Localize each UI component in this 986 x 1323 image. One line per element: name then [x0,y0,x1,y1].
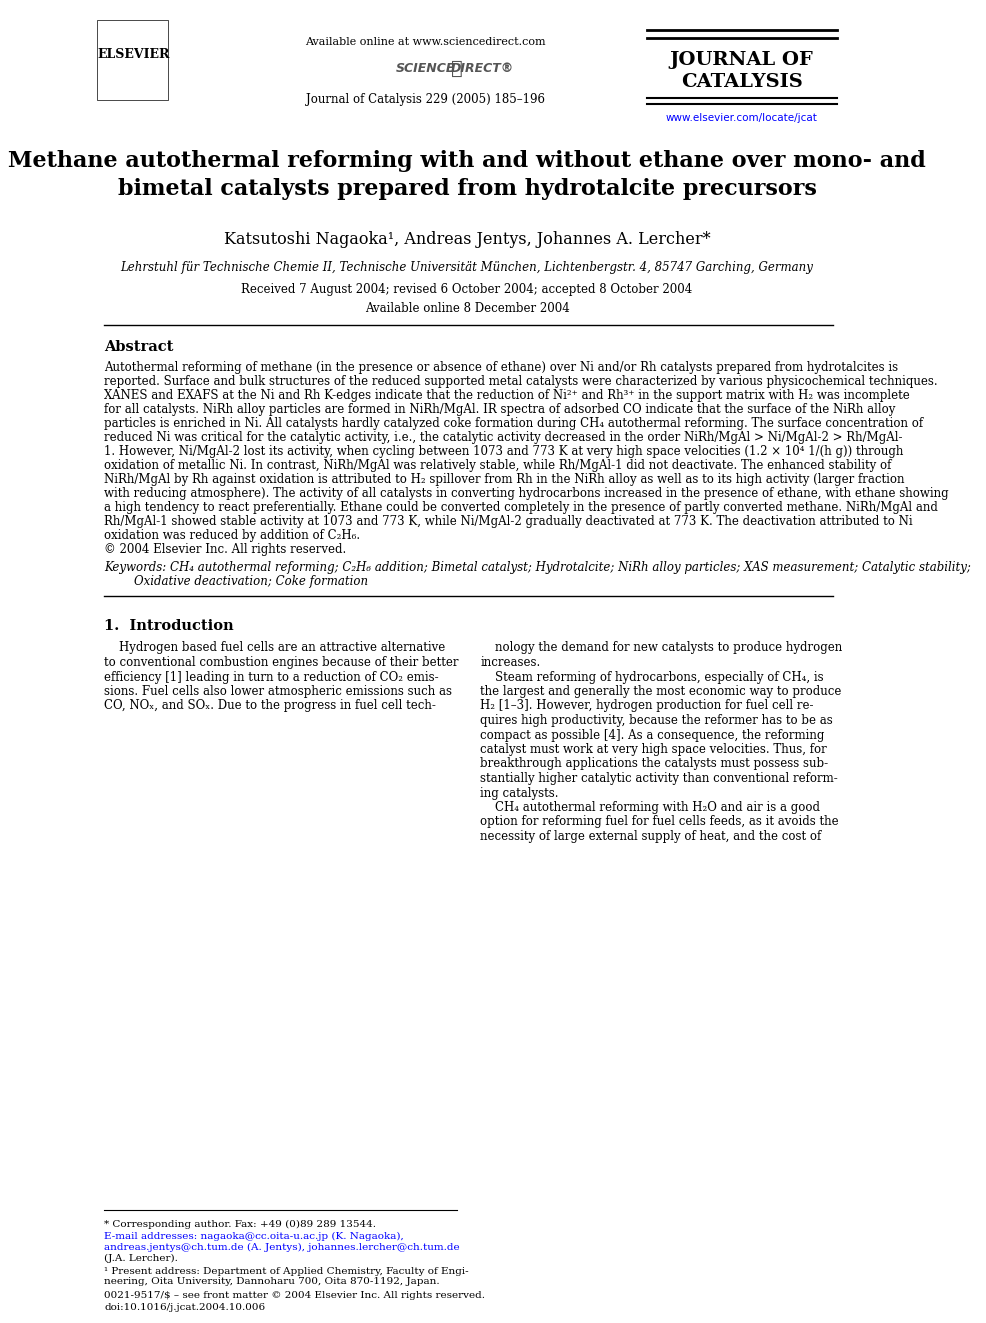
Text: the largest and generally the most economic way to produce: the largest and generally the most econo… [480,685,841,699]
Bar [97,20,168,101]
Text: Autothermal reforming of methane (in the presence or absence of ethane) over Ni : Autothermal reforming of methane (in the… [105,361,897,374]
Text: NiRh/MgAl by Rh against oxidation is attributed to H₂ spillover from Rh in the N: NiRh/MgAl by Rh against oxidation is att… [105,474,904,487]
Text: Methane autothermal reforming with and without ethane over mono- and
bimetal cat: Methane autothermal reforming with and w… [8,149,925,200]
Text: © 2004 Elsevier Inc. All rights reserved.: © 2004 Elsevier Inc. All rights reserved… [105,544,346,557]
Text: Hydrogen based fuel cells are an attractive alternative: Hydrogen based fuel cells are an attract… [105,642,446,655]
Text: E-mail addresses: nagaoka@cc.oita-u.ac.jp (K. Nagaoka),: E-mail addresses: nagaoka@cc.oita-u.ac.j… [105,1232,404,1241]
Text: stantially higher catalytic activity than conventional reform-: stantially higher catalytic activity tha… [480,773,837,785]
Text: (J.A. Lercher).: (J.A. Lercher). [105,1253,178,1262]
Text: necessity of large external supply of heat, and the cost of: necessity of large external supply of he… [480,830,820,843]
Text: * Corresponding author. Fax: +49 (0)89 289 13544.: * Corresponding author. Fax: +49 (0)89 2… [105,1220,376,1229]
Text: Lehrstuhl für Technische Chemie II, Technische Universität München, Lichtenbergs: Lehrstuhl für Technische Chemie II, Tech… [120,262,812,274]
Text: reduced Ni was critical for the catalytic activity, i.e., the catalytic activity: reduced Ni was critical for the catalyti… [105,431,902,445]
Text: ELSEVIER: ELSEVIER [98,49,170,61]
Text: Keywords: CH₄ autothermal reforming; C₂H₆ addition; Bimetal catalyst; Hydrotalci: Keywords: CH₄ autothermal reforming; C₂H… [105,561,970,574]
Text: Oxidative deactivation; Coke formation: Oxidative deactivation; Coke formation [105,576,368,589]
Text: particles is enriched in Ni. All catalysts hardly catalyzed coke formation durin: particles is enriched in Ni. All catalys… [105,418,923,430]
Text: Received 7 August 2004; revised 6 October 2004; accepted 8 October 2004: Received 7 August 2004; revised 6 Octobe… [242,283,692,296]
Text: option for reforming fuel for fuel cells feeds, as it avoids the: option for reforming fuel for fuel cells… [480,815,838,828]
Text: DIRECT®: DIRECT® [450,61,513,74]
Text: Available online 8 December 2004: Available online 8 December 2004 [364,302,569,315]
Text: sions. Fuel cells also lower atmospheric emissions such as: sions. Fuel cells also lower atmospheric… [105,685,452,699]
Text: oxidation of metallic Ni. In contrast, NiRh/MgAl was relatively stable, while Rh: oxidation of metallic Ni. In contrast, N… [105,459,891,472]
Text: a high tendency to react preferentially. Ethane could be converted completely in: a high tendency to react preferentially.… [105,501,938,515]
Text: Abstract: Abstract [105,340,174,355]
Text: breakthrough applications the catalysts must possess sub-: breakthrough applications the catalysts … [480,758,827,770]
Text: 1.  Introduction: 1. Introduction [105,619,234,632]
Text: H₂ [1–3]. However, hydrogen production for fuel cell re-: H₂ [1–3]. However, hydrogen production f… [480,700,813,713]
Text: doi:10.1016/j.jcat.2004.10.006: doi:10.1016/j.jcat.2004.10.006 [105,1303,265,1312]
Text: 1. However, Ni/MgAl-2 lost its activity, when cycling between 1073 and 773 K at : 1. However, Ni/MgAl-2 lost its activity,… [105,446,903,459]
Text: to conventional combustion engines because of their better: to conventional combustion engines becau… [105,656,458,669]
Text: Journal of Catalysis 229 (2005) 185–196: Journal of Catalysis 229 (2005) 185–196 [306,94,544,106]
Text: increases.: increases. [480,656,540,669]
Text: Rh/MgAl-1 showed stable activity at 1073 and 773 K, while Ni/MgAl-2 gradually de: Rh/MgAl-1 showed stable activity at 1073… [105,516,912,528]
Text: SCIENCE: SCIENCE [395,61,455,74]
Text: 0021-9517/$ – see front matter © 2004 Elsevier Inc. All rights reserved.: 0021-9517/$ – see front matter © 2004 El… [105,1290,485,1299]
Text: Available online at www.sciencedirect.com: Available online at www.sciencedirect.co… [305,37,545,48]
Text: ¹ Present address: Department of Applied Chemistry, Faculty of Engi-: ¹ Present address: Department of Applied… [105,1266,468,1275]
Text: for all catalysts. NiRh alloy particles are formed in NiRh/MgAl. IR spectra of a: for all catalysts. NiRh alloy particles … [105,404,895,417]
Text: efficiency [1] leading in turn to a reduction of CO₂ emis-: efficiency [1] leading in turn to a redu… [105,671,439,684]
Text: with reducing atmosphere). The activity of all catalysts in converting hydrocarb: with reducing atmosphere). The activity … [105,487,949,500]
Text: Steam reforming of hydrocarbons, especially of CH₄, is: Steam reforming of hydrocarbons, especia… [480,671,823,684]
Text: Katsutoshi Nagaoka¹, Andreas Jentys, Johannes A. Lercher*: Katsutoshi Nagaoka¹, Andreas Jentys, Joh… [224,232,710,249]
Text: andreas.jentys@ch.tum.de (A. Jentys), johannes.lercher@ch.tum.de: andreas.jentys@ch.tum.de (A. Jentys), jo… [105,1242,459,1252]
Text: nology the demand for new catalysts to produce hydrogen: nology the demand for new catalysts to p… [480,642,842,655]
Text: CO, NOₓ, and SOₓ. Due to the progress in fuel cell tech-: CO, NOₓ, and SOₓ. Due to the progress in… [105,700,436,713]
Text: XANES and EXAFS at the Ni and Rh K-edges indicate that the reduction of Ni²⁺ and: XANES and EXAFS at the Ni and Rh K-edges… [105,389,909,402]
Text: JOURNAL OF: JOURNAL OF [669,52,812,69]
Text: catalyst must work at very high space velocities. Thus, for: catalyst must work at very high space ve… [480,744,826,755]
Text: www.elsevier.com/locate/jcat: www.elsevier.com/locate/jcat [665,112,816,123]
Text: ing catalysts.: ing catalysts. [480,786,558,799]
Text: ⓐ: ⓐ [451,58,462,78]
Text: CATALYSIS: CATALYSIS [680,73,802,91]
Text: CH₄ autothermal reforming with H₂O and air is a good: CH₄ autothermal reforming with H₂O and a… [480,800,819,814]
Text: quires high productivity, because the reformer has to be as: quires high productivity, because the re… [480,714,832,728]
Text: compact as possible [4]. As a consequence, the reforming: compact as possible [4]. As a consequenc… [480,729,824,741]
Text: neering, Oita University, Dannoharu 700, Oita 870-1192, Japan.: neering, Oita University, Dannoharu 700,… [105,1278,440,1286]
Text: reported. Surface and bulk structures of the reduced supported metal catalysts w: reported. Surface and bulk structures of… [105,376,937,389]
Text: oxidation was reduced by addition of C₂H₆.: oxidation was reduced by addition of C₂H… [105,529,360,542]
